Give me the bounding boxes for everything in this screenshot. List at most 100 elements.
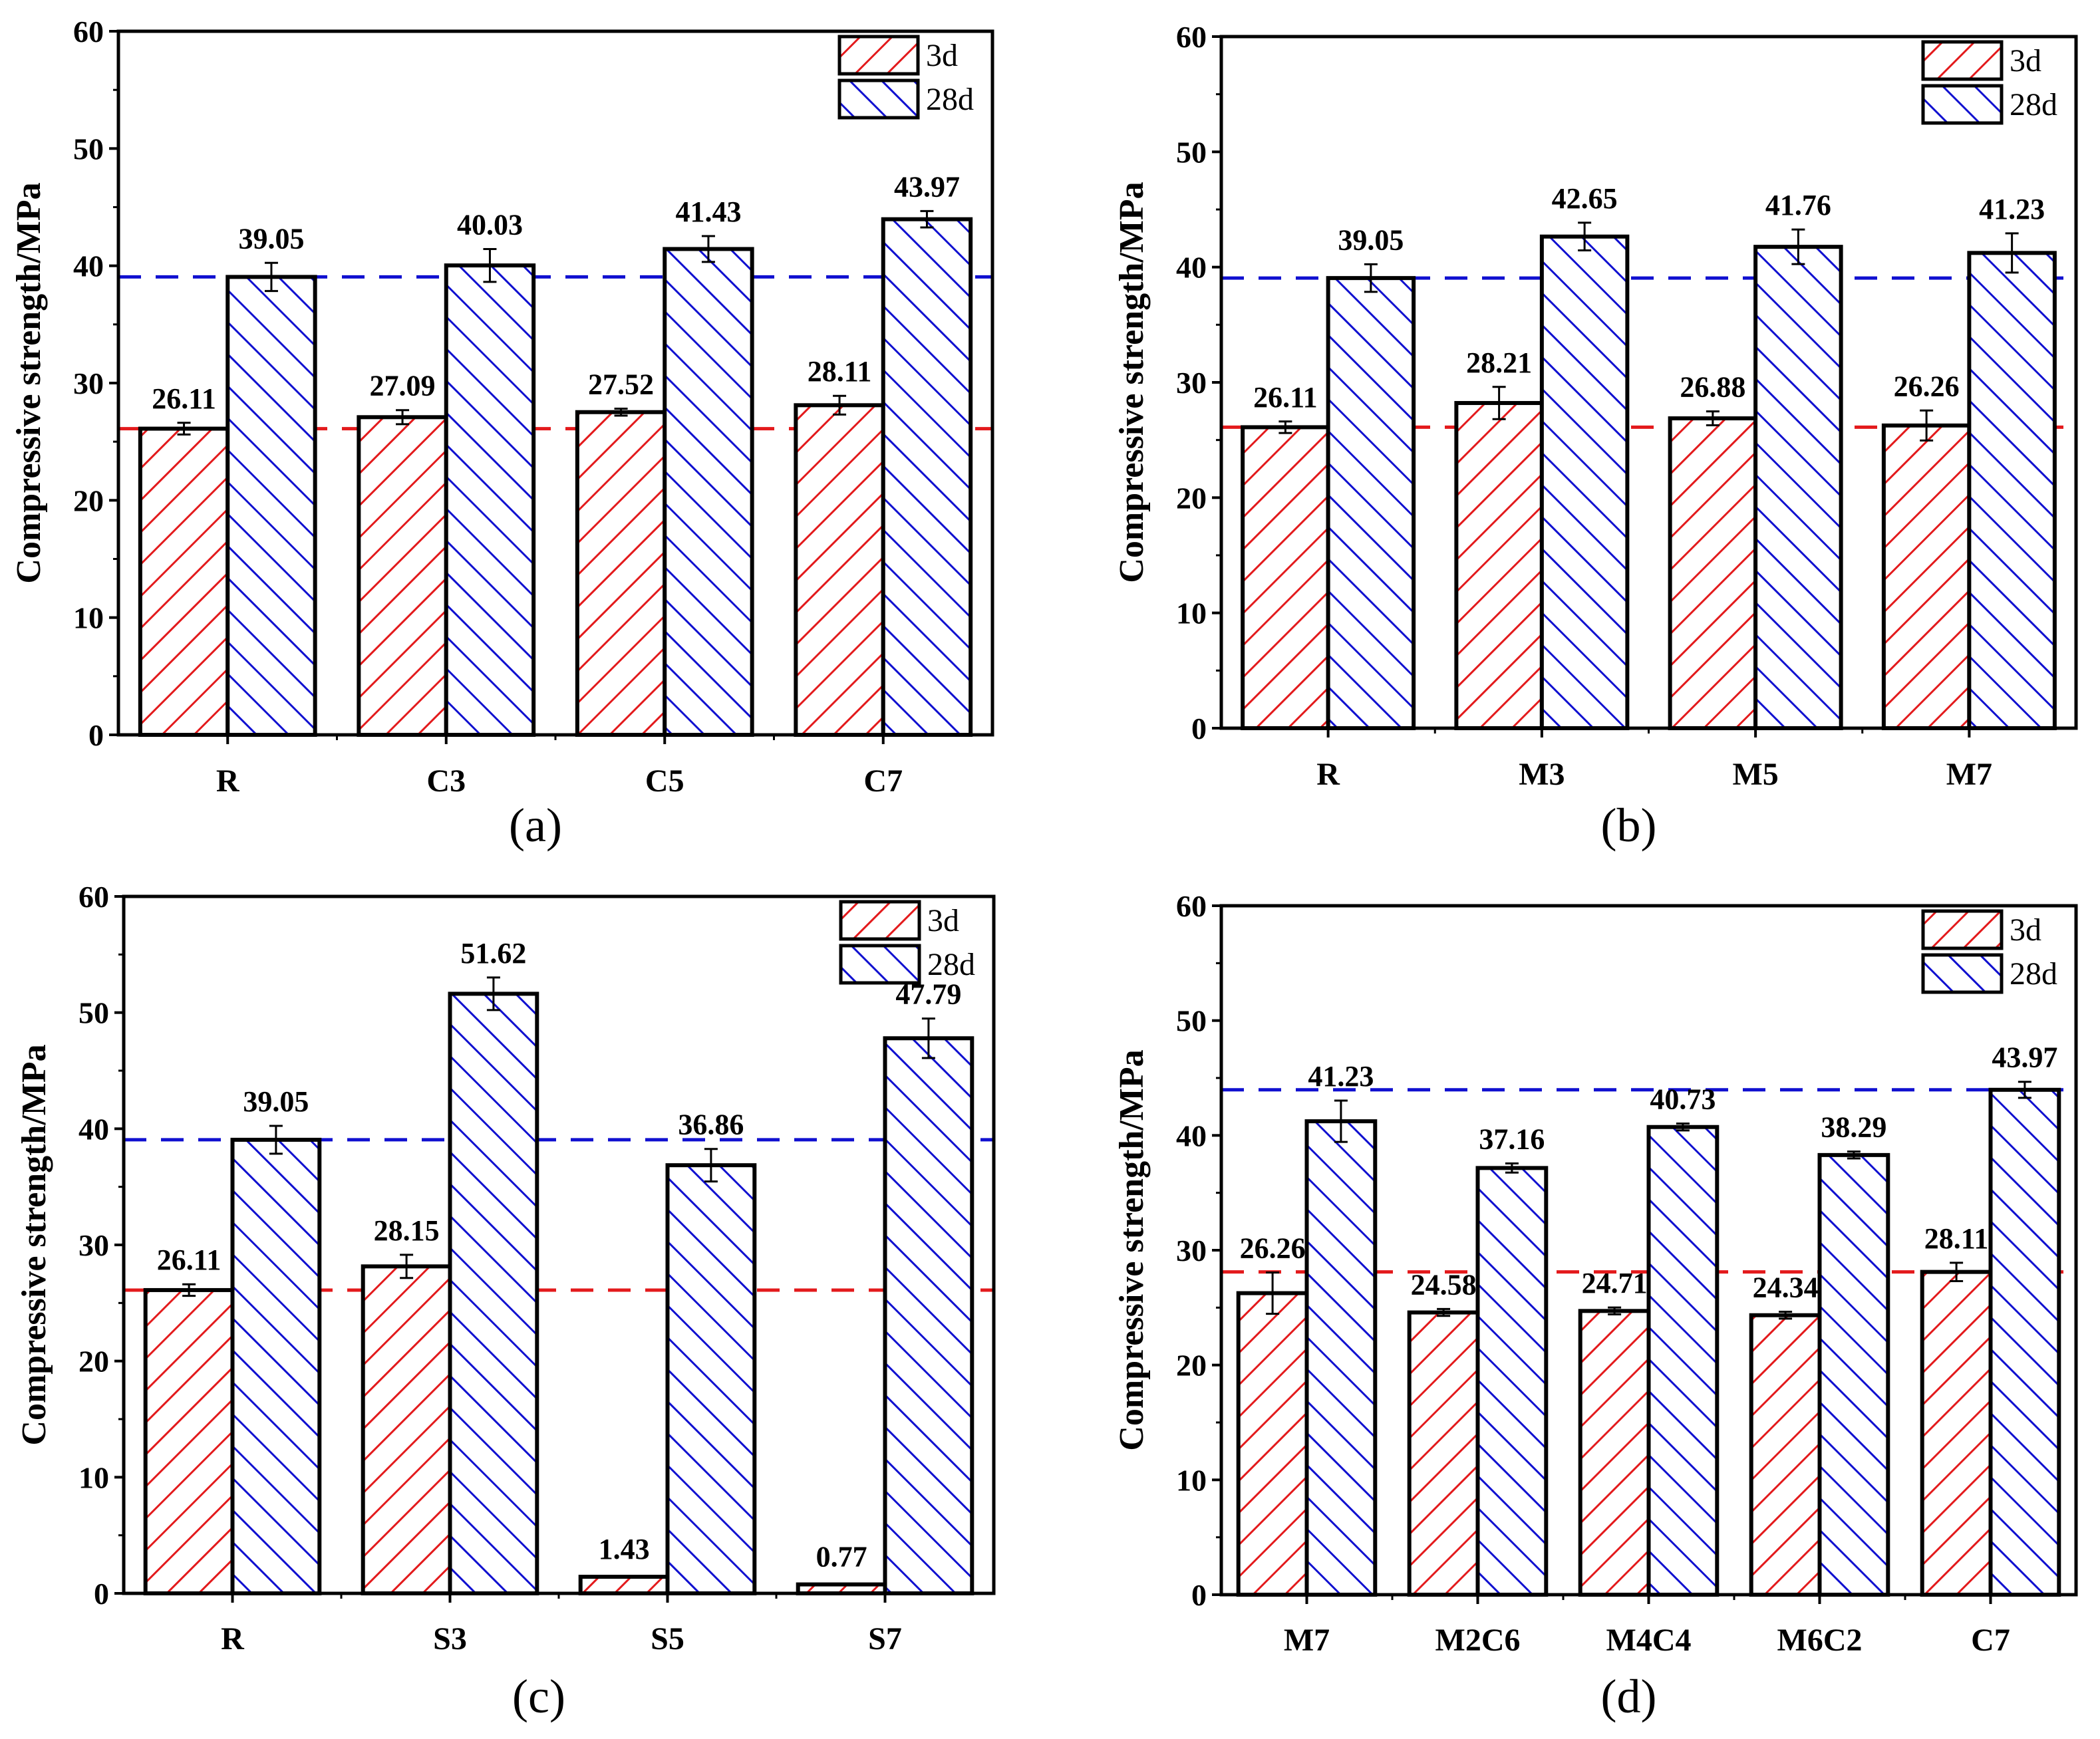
y-axis-title: Compressive strength/MPa bbox=[15, 1044, 53, 1445]
bar-28d-R bbox=[225, 275, 317, 737]
bar-28d-M5 bbox=[1753, 245, 1843, 731]
x-tick-label: S7 bbox=[868, 1621, 902, 1657]
x-tick-label: M5 bbox=[1732, 757, 1778, 792]
data-label-28d-S3: 51.62 bbox=[460, 937, 526, 970]
error-bar-3d-M5 bbox=[1706, 410, 1720, 426]
y-tick-label: 0 bbox=[88, 718, 104, 752]
x-tick-label: C7 bbox=[1971, 1623, 2010, 1658]
legend-label-3d: 3d bbox=[2010, 912, 2041, 948]
bar-3d-M7 bbox=[1881, 423, 1972, 730]
data-label-28d-C5: 41.43 bbox=[675, 196, 741, 228]
error-bar-28d-S5 bbox=[704, 1148, 718, 1183]
bar-28d-S5 bbox=[665, 1163, 757, 1596]
bar-28d-S3 bbox=[448, 992, 539, 1596]
data-label-28d-M5: 41.76 bbox=[1765, 189, 1831, 221]
x-tick-label: S5 bbox=[651, 1621, 684, 1657]
data-label-28d-R: 39.05 bbox=[1338, 223, 1404, 256]
bar-3d-M2C6 bbox=[1407, 1310, 1480, 1597]
y-tick-label: 50 bbox=[73, 132, 104, 166]
y-tick-label: 30 bbox=[78, 1228, 109, 1262]
y-tick-label: 50 bbox=[1176, 135, 1207, 169]
panel-label: (c) bbox=[512, 1670, 565, 1723]
bar-3d-C5 bbox=[575, 410, 667, 737]
error-bar-28d-C7 bbox=[2018, 1081, 2031, 1099]
y-tick-label: 60 bbox=[73, 15, 104, 49]
bar-28d-R bbox=[230, 1137, 322, 1595]
error-bar-3d-M4C4 bbox=[1608, 1306, 1622, 1316]
x-tick-label: R bbox=[216, 763, 240, 799]
y-tick-label: 10 bbox=[1176, 597, 1207, 630]
bar-28d-M7 bbox=[1967, 251, 2057, 730]
data-label-3d-M3: 28.21 bbox=[1466, 346, 1532, 379]
legend-swatch-28d bbox=[1921, 953, 2004, 994]
bar-3d-R bbox=[143, 1287, 235, 1595]
legend-swatch-28d bbox=[1921, 84, 2004, 125]
legend-label-28d: 28d bbox=[2010, 87, 2057, 122]
error-bar-28d-S3 bbox=[486, 976, 500, 1011]
x-tick-label: M2C6 bbox=[1435, 1623, 1521, 1658]
y-tick-label: 10 bbox=[78, 1460, 109, 1494]
data-label-28d-M4C4: 40.73 bbox=[1650, 1083, 1716, 1116]
bar-3d-M4C4 bbox=[1578, 1309, 1651, 1597]
error-bar-3d-M6C2 bbox=[1779, 1311, 1793, 1320]
data-label-28d-R: 39.05 bbox=[238, 222, 304, 255]
error-bar-3d-S3 bbox=[400, 1254, 414, 1279]
x-tick-label: M3 bbox=[1519, 757, 1565, 792]
chart-panel-a: 26.11 39.05 R 27.09 40.03 C3 27.52 41.43 C5 28.11… bbox=[10, 15, 994, 852]
error-bar-28d-C5 bbox=[701, 235, 715, 263]
error-bar-3d-M3 bbox=[1492, 386, 1506, 420]
bar-3d-C3 bbox=[357, 415, 448, 737]
y-tick-label: 40 bbox=[78, 1112, 109, 1146]
y-axis-title: Compressive strength/MPa bbox=[10, 182, 48, 583]
y-tick-label: 30 bbox=[73, 366, 104, 400]
data-label-28d-S5: 36.86 bbox=[678, 1109, 744, 1141]
data-label-3d-M2C6: 24.58 bbox=[1411, 1268, 1477, 1301]
y-axis-title: Compressive strength/MPa bbox=[1113, 1049, 1151, 1450]
data-label-28d-M2C6: 37.16 bbox=[1479, 1123, 1545, 1155]
data-label-28d-M7: 41.23 bbox=[1308, 1060, 1374, 1093]
data-label-28d-C7: 43.97 bbox=[894, 170, 960, 203]
error-bar-28d-M2C6 bbox=[1505, 1162, 1519, 1174]
bar-28d-C7 bbox=[881, 217, 973, 737]
error-bar-28d-M3 bbox=[1578, 221, 1592, 252]
bar-3d-M6C2 bbox=[1749, 1313, 1822, 1597]
bar-3d-S5 bbox=[578, 1575, 670, 1596]
chart-panel-c: 26.1139.05R28.1551.62S31.4336.86S50.7747… bbox=[15, 880, 996, 1723]
chart-panel-b: 26.11 39.05 R 28.21 42.65 M3 26.88 41.76 M5 26.26… bbox=[1113, 20, 2078, 852]
legend-label-3d: 3d bbox=[2010, 43, 2041, 78]
panel-label: (a) bbox=[509, 799, 562, 852]
bar-28d-M3 bbox=[1539, 234, 1630, 730]
data-label-28d-M6C2: 38.29 bbox=[1821, 1111, 1886, 1144]
chart-panel-d: 26.26 41.23 M7 24.58 37.16 M2C6 24.71 40.73 M4C4… bbox=[1113, 889, 2078, 1723]
data-label-3d-M7: 26.26 bbox=[1240, 1232, 1306, 1264]
data-label-3d-S5: 1.43 bbox=[599, 1533, 650, 1565]
legend-label-28d: 28d bbox=[927, 947, 975, 982]
x-tick-label: M7 bbox=[1284, 1623, 1330, 1658]
y-tick-label: 40 bbox=[1176, 1119, 1207, 1152]
y-tick-label: 20 bbox=[1176, 481, 1207, 515]
data-label-3d-C5: 27.52 bbox=[588, 368, 654, 400]
data-label-3d-R: 26.11 bbox=[152, 382, 216, 415]
bar-3d-R bbox=[1241, 425, 1330, 731]
error-bar-3d-M2C6 bbox=[1437, 1307, 1451, 1317]
y-tick-label: 20 bbox=[73, 483, 104, 517]
x-tick-label: R bbox=[221, 1621, 245, 1657]
bar-3d-R bbox=[138, 426, 230, 737]
y-tick-label: 10 bbox=[1176, 1463, 1207, 1497]
y-tick-label: 30 bbox=[1176, 366, 1207, 400]
y-tick-label: 50 bbox=[78, 996, 109, 1030]
y-tick-label: 20 bbox=[78, 1345, 109, 1379]
bar-3d-S3 bbox=[361, 1264, 452, 1596]
bar-28d-M4C4 bbox=[1646, 1125, 1720, 1597]
y-tick-label: 60 bbox=[1176, 20, 1207, 54]
data-label-3d-C3: 27.09 bbox=[370, 370, 436, 402]
data-label-3d-M4C4: 24.71 bbox=[1582, 1267, 1648, 1299]
data-label-3d-C7: 28.11 bbox=[808, 355, 872, 388]
data-label-28d-C7: 43.97 bbox=[1992, 1041, 2057, 1074]
error-bar-28d-M5 bbox=[1791, 228, 1805, 265]
error-bar-3d-C7 bbox=[833, 394, 847, 416]
bar-3d-C7 bbox=[794, 403, 885, 737]
bar-28d-M7 bbox=[1304, 1119, 1378, 1597]
error-bar-28d-M7 bbox=[2005, 232, 2019, 274]
error-bar-3d-R bbox=[182, 1283, 196, 1297]
